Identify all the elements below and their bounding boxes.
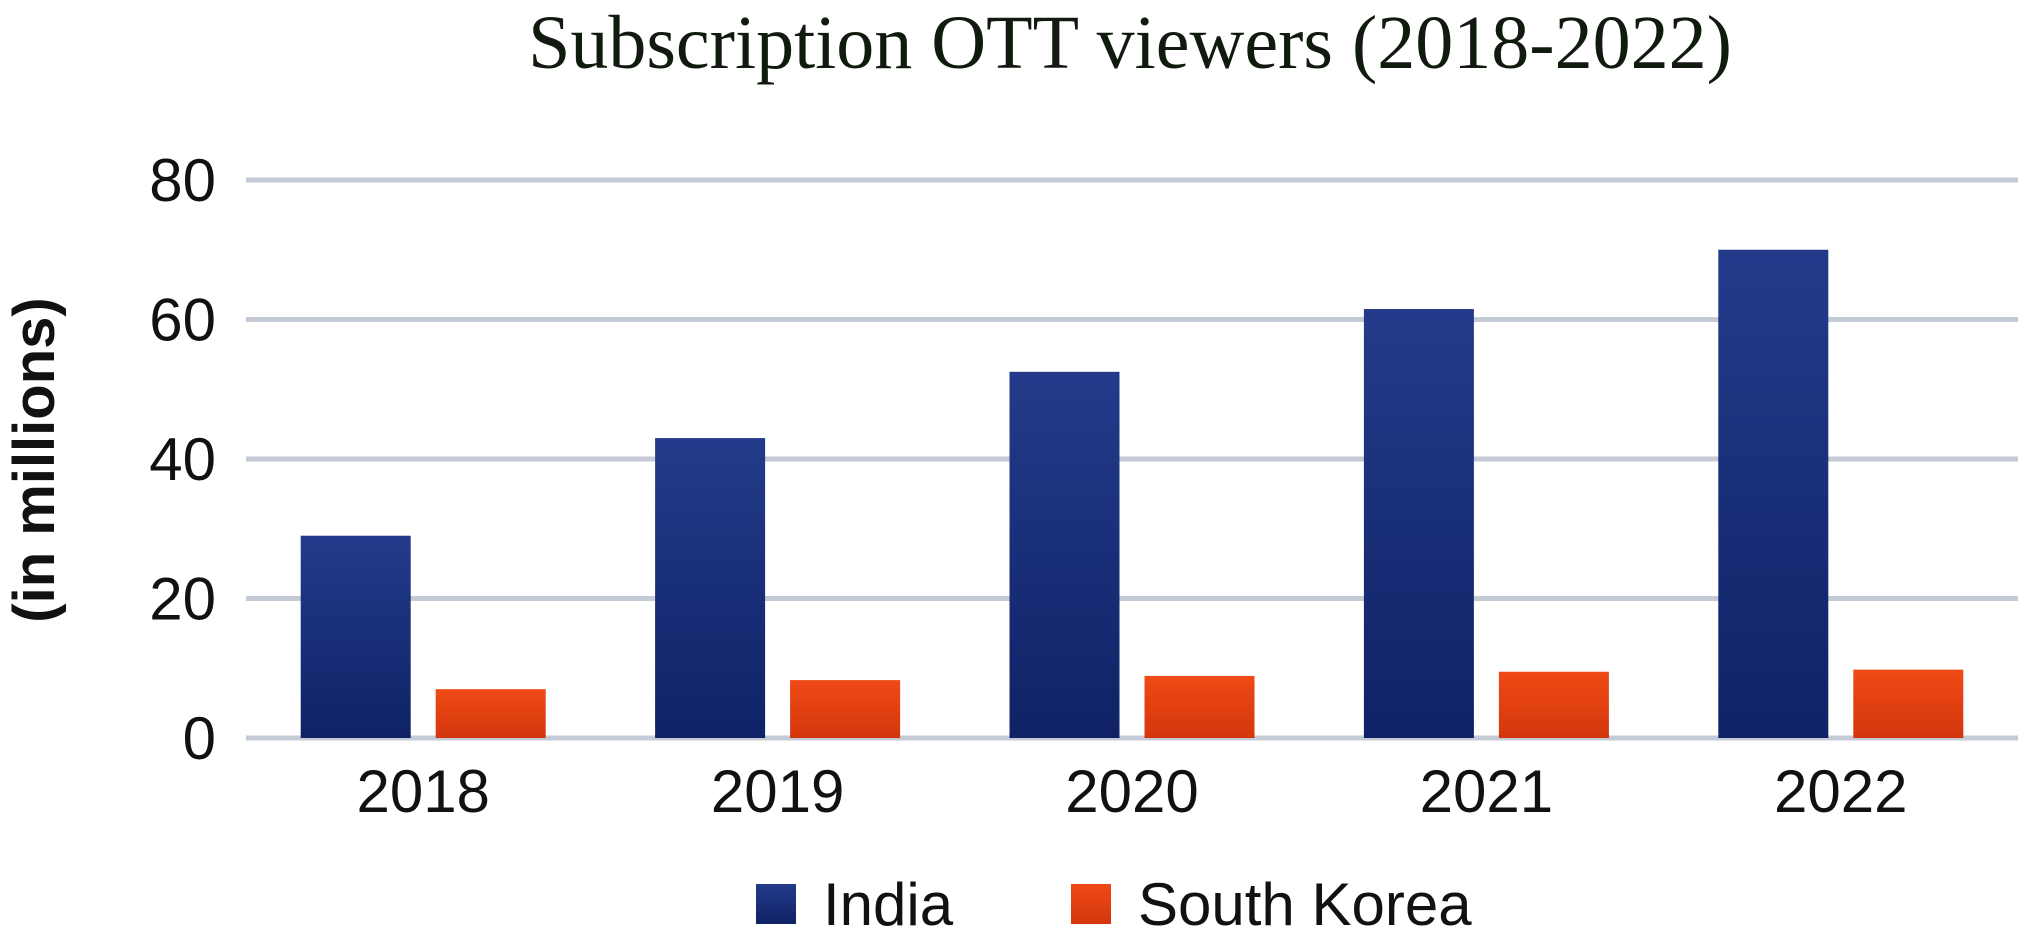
bar-south-korea-2022 [1853,669,1964,738]
bar-south-korea-2018 [435,689,546,738]
bar-india-2018 [300,535,411,738]
y-axis-ticks: 0 20 40 60 80 [149,147,216,772]
y-tick-label: 20 [149,566,216,633]
x-tick-label: 2018 [356,758,489,825]
y-axis-label: (in millions) [2,297,67,622]
legend-label: South Korea [1138,871,1472,938]
x-tick-label: 2022 [1774,758,1907,825]
legend-swatch-south-korea [1071,884,1111,924]
y-tick-label: 60 [149,287,216,354]
chart-title: Subscription OTT viewers (2018-2022) [528,1,1732,85]
x-tick-label: 2019 [711,758,844,825]
legend: India South Korea [756,871,1472,938]
x-tick-label: 2020 [1065,758,1198,825]
bar-india-2019 [655,438,766,738]
legend-label: India [823,871,954,938]
y-tick-label: 0 [183,705,216,772]
bar-south-korea-2019 [790,680,901,738]
bar-india-2021 [1363,309,1474,738]
y-tick-label: 80 [149,147,216,214]
bar-south-korea-2020 [1144,675,1255,738]
legend-swatch-india [756,884,796,924]
x-axis-ticks: 2018 2019 2020 2021 2022 [356,758,1907,825]
x-tick-label: 2021 [1420,758,1553,825]
bar-india-2020 [1009,371,1120,738]
bar-india-2022 [1718,249,1829,738]
y-tick-label: 40 [149,426,216,493]
bar-south-korea-2021 [1498,671,1609,738]
bars [300,249,1964,738]
